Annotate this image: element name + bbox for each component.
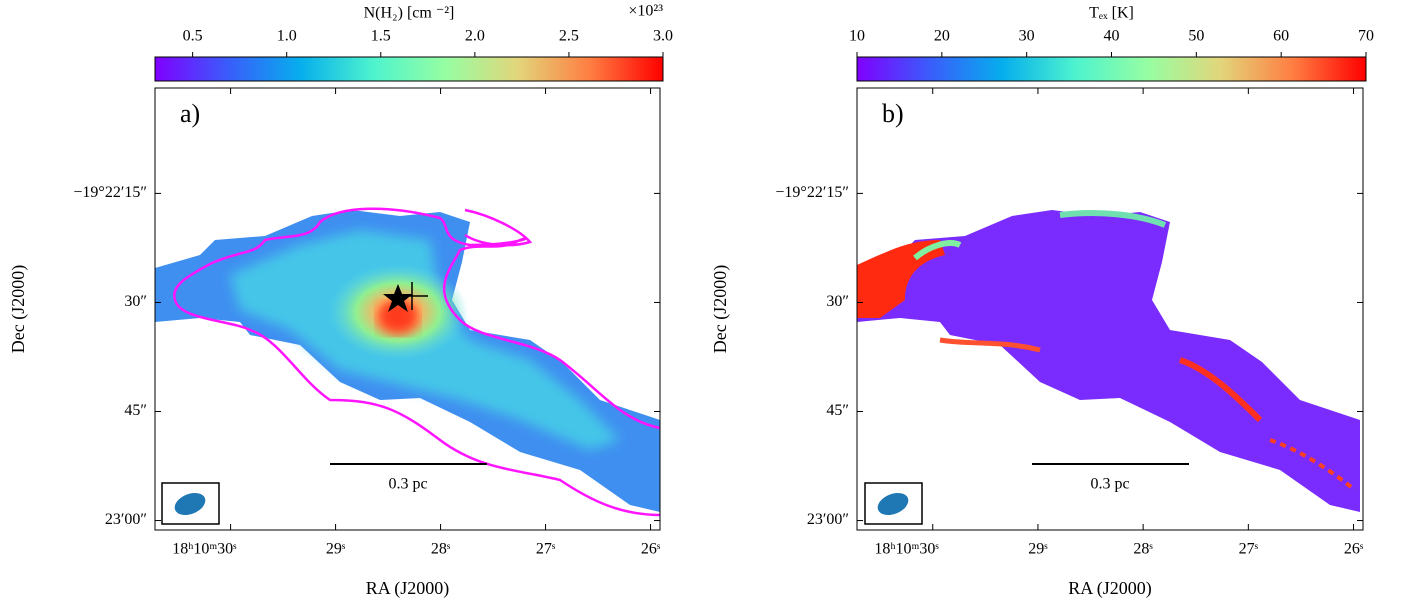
colorbar bbox=[154, 56, 664, 82]
y-axis-label: Dec (J2000) bbox=[8, 265, 29, 353]
x-axis-label: RA (J2000) bbox=[1068, 578, 1152, 599]
colorbar-tick-label: 50 bbox=[1188, 28, 1204, 45]
scale-bar-label: 0.3 pc bbox=[388, 476, 427, 493]
colorbar-offset: ×10²³ bbox=[628, 3, 663, 20]
axes-frame bbox=[154, 87, 661, 531]
axes-frame bbox=[856, 87, 1364, 531]
panel-label: a) bbox=[180, 99, 200, 128]
x-tick-label: 26ˢ bbox=[641, 541, 661, 558]
x-axis-label: RA (J2000) bbox=[366, 578, 450, 599]
colorbar-tick-label: 3.0 bbox=[653, 28, 673, 45]
colorbar-tick-label: 30 bbox=[1019, 28, 1035, 45]
colorbar-tick-label: 20 bbox=[934, 28, 950, 45]
y-tick-label: 45″ bbox=[124, 402, 147, 419]
colorbar-tick-label: 2.5 bbox=[559, 28, 579, 45]
colorbar-tick-label: 70 bbox=[1358, 28, 1374, 45]
x-tick-label: 26ˢ bbox=[1344, 541, 1364, 558]
scale-bar-label: 0.3 pc bbox=[1090, 476, 1129, 493]
panel-label: b) bbox=[882, 99, 904, 128]
x-tick-label: 29ˢ bbox=[1028, 541, 1048, 558]
colorbar-label: N(H₂) [cm ⁻²] bbox=[364, 5, 455, 22]
colorbar-tick-label: 2.0 bbox=[465, 28, 485, 45]
x-tick-label: 29ˢ bbox=[326, 541, 346, 558]
x-tick-label: 18ʰ10ᵐ30ˢ bbox=[874, 541, 939, 558]
colorbar bbox=[856, 56, 1367, 82]
y-tick-label: 23′00″ bbox=[807, 511, 849, 528]
x-tick-label: 28ˢ bbox=[1133, 541, 1153, 558]
x-tick-label: 27ˢ bbox=[536, 541, 556, 558]
colorbar-tick-label: 1.0 bbox=[277, 28, 297, 45]
colorbar-tick-label: 1.5 bbox=[371, 28, 391, 45]
y-tick-label: 45″ bbox=[826, 402, 849, 419]
y-axis-label: Dec (J2000) bbox=[710, 265, 731, 353]
y-tick-label: 23′00″ bbox=[105, 511, 147, 528]
beam-box-a bbox=[161, 463, 487, 525]
x-tick-label: 18ʰ10ᵐ30ˢ bbox=[172, 541, 237, 558]
colorbar-label: Tₑₓ [K] bbox=[1089, 5, 1134, 22]
colorbar-tick-label: 40 bbox=[1104, 28, 1120, 45]
x-tick-label: 28ˢ bbox=[431, 541, 451, 558]
x-tick-label: 27ˢ bbox=[1239, 541, 1259, 558]
beam-box-b bbox=[864, 463, 1189, 525]
colorbar-tick-label: 10 bbox=[849, 28, 865, 45]
column-density-map bbox=[155, 207, 660, 517]
y-tick-label: −19°22′15″ bbox=[775, 184, 849, 201]
y-tick-label: 30″ bbox=[826, 293, 849, 310]
y-tick-label: −19°22′15″ bbox=[73, 184, 147, 201]
colorbar-tick-label: 60 bbox=[1273, 28, 1289, 45]
y-tick-label: 30″ bbox=[124, 293, 147, 310]
excitation-temperature-map bbox=[857, 210, 1360, 512]
colorbar-tick-label: 0.5 bbox=[183, 28, 203, 45]
